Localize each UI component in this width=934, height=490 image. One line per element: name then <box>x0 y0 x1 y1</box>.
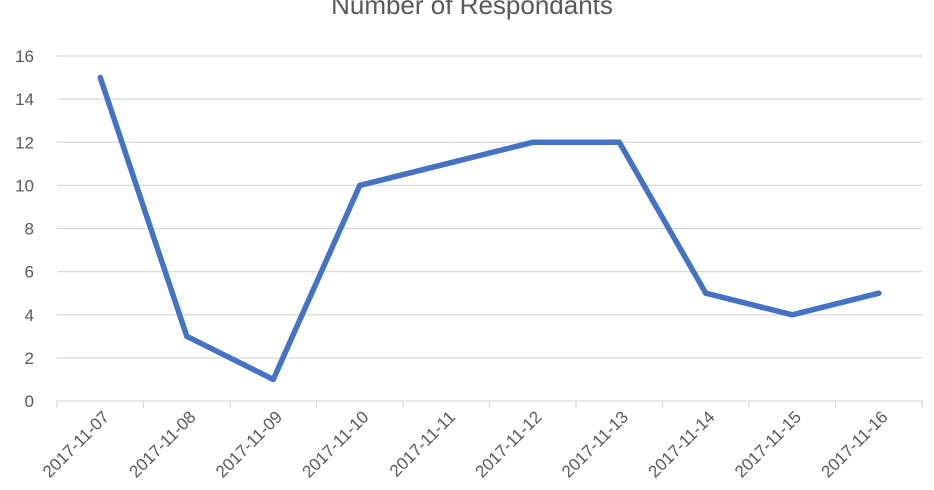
data-point-0-7 <box>703 290 709 296</box>
data-point-0-9 <box>876 290 882 296</box>
x-tick-label-1: 2017-11-08 <box>126 407 200 481</box>
data-point-0-5 <box>530 139 536 145</box>
y-tick-label-5: 10 <box>15 176 34 195</box>
series-line-0 <box>97 74 882 383</box>
series-layer <box>97 74 882 383</box>
y-tick-label-8: 16 <box>15 47 34 66</box>
x-axis-ticks: 2017-11-07 2017-11-08 2017-11-09 2017-11-10… <box>39 401 923 481</box>
x-tick-label-8: 2017-11-15 <box>731 407 805 481</box>
x-tick-label-3: 2017-11-10 <box>299 407 373 481</box>
y-tick-label-0: 0 <box>25 392 34 411</box>
x-tick-label-4: 2017-11-11 <box>386 407 459 480</box>
data-point-0-3 <box>357 182 363 189</box>
y-tick-label-4: 8 <box>25 220 34 239</box>
gridlines <box>57 55 922 402</box>
x-tick-label-7: 2017-11-14 <box>645 407 719 481</box>
data-point-0-8 <box>789 312 795 318</box>
data-point-0-2 <box>270 376 276 383</box>
x-tick-label-0: 2017-11-07 <box>39 407 113 481</box>
y-tick-label-6: 12 <box>15 133 34 152</box>
y-axis-ticks: 0 2 4 6 8 10 12 14 16 <box>15 47 34 411</box>
data-point-0-0 <box>97 74 103 81</box>
y-tick-label-2: 4 <box>25 306 34 325</box>
data-point-0-6 <box>616 139 622 145</box>
x-tick-label-2: 2017-11-09 <box>212 407 286 481</box>
y-tick-label-7: 14 <box>15 90 34 109</box>
x-tick-label-9: 2017-11-16 <box>818 407 892 481</box>
y-tick-label-3: 6 <box>25 263 34 282</box>
data-point-0-1 <box>184 333 190 340</box>
x-tick-label-5: 2017-11-12 <box>472 407 546 481</box>
y-tick-label-1: 2 <box>25 349 34 368</box>
chart-title: Number of Respondants <box>331 0 613 20</box>
x-tick-label-6: 2017-11-13 <box>558 407 632 481</box>
data-point-0-4 <box>443 161 449 167</box>
